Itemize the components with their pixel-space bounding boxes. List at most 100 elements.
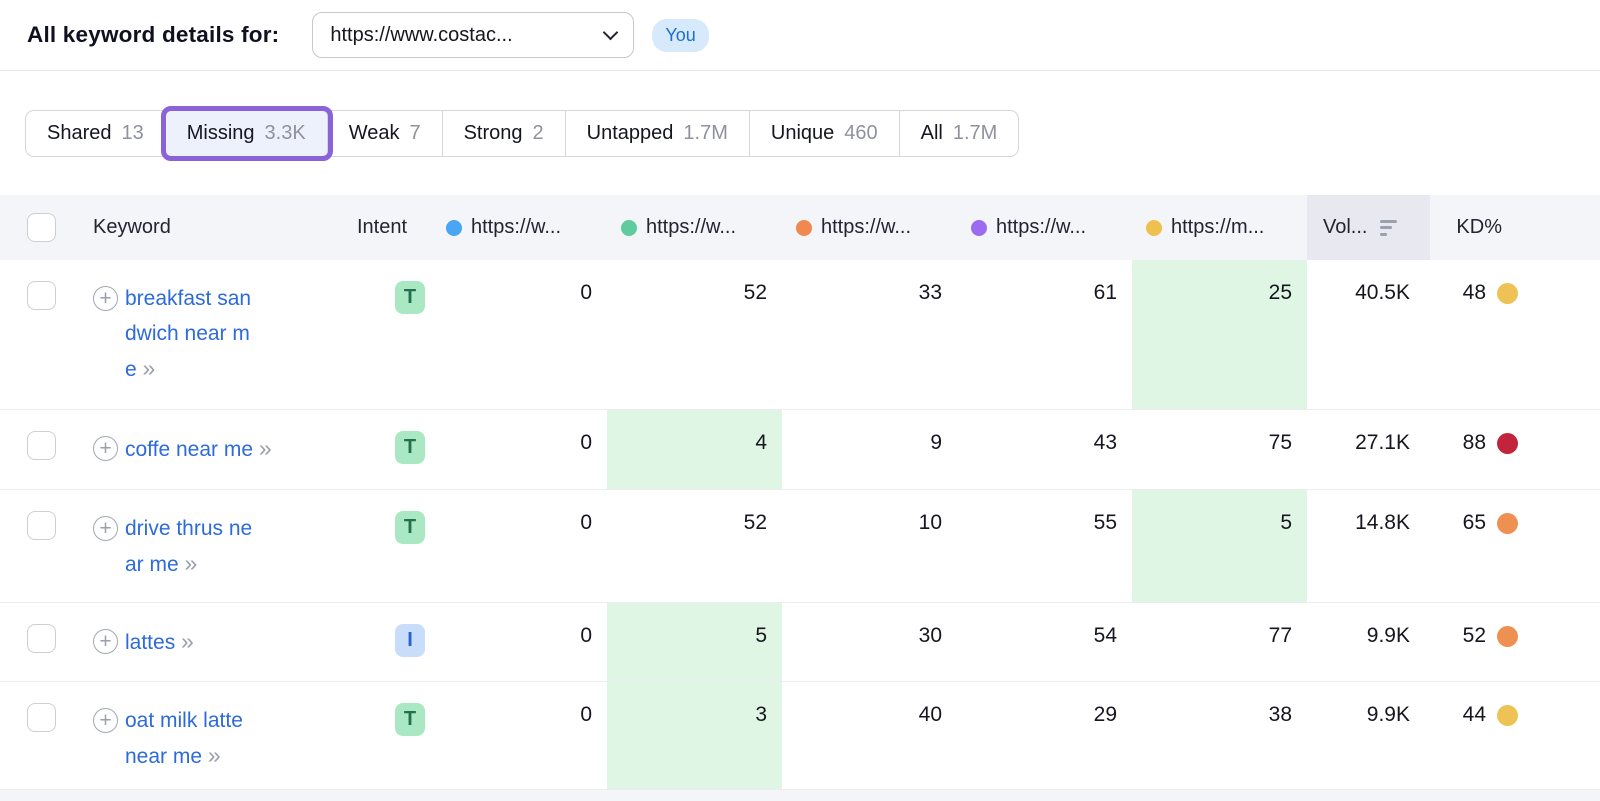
intent-badge: T: [395, 281, 425, 314]
bottom-strip: [0, 790, 1600, 801]
volume-value: 27.1K: [1355, 431, 1410, 454]
tab-shared[interactable]: Shared 13: [26, 111, 166, 156]
tab-count: 3.3K: [264, 122, 306, 144]
column-header-site-5[interactable]: https://m...: [1132, 195, 1307, 260]
intent-badge: T: [395, 511, 425, 544]
header-bar: All keyword details for: https://www.cos…: [0, 0, 1600, 71]
site-position-value: 55: [1093, 511, 1117, 534]
site-dot-icon: [621, 219, 637, 236]
add-keyword-icon[interactable]: +: [93, 708, 118, 733]
keyword-link[interactable]: lattes: [125, 631, 176, 654]
site-position-value: 38: [1268, 703, 1292, 726]
kd-value: 52: [1462, 624, 1486, 647]
tab-count: 460: [844, 122, 878, 144]
open-serp-icon[interactable]: »: [258, 435, 272, 461]
kd-difficulty-dot: [1497, 433, 1518, 454]
volume-value: 9.9K: [1366, 624, 1410, 647]
site-label: https://m...: [1171, 216, 1265, 238]
column-header-site-4[interactable]: https://w...: [957, 195, 1132, 260]
tab-label: Missing: [186, 122, 255, 144]
row-checkbox[interactable]: [27, 511, 56, 540]
domain-selector-value: https://www.costac...: [330, 23, 513, 46]
row-checkbox[interactable]: [27, 281, 56, 310]
tab-label: Unique: [770, 122, 835, 144]
intent-badge: T: [395, 431, 425, 464]
site-position-value: 40: [918, 703, 942, 726]
site-position-value: 61: [1093, 281, 1117, 304]
site-position-value: 75: [1268, 431, 1292, 454]
tab-missing[interactable]: Missing 3.3K: [160, 106, 333, 161]
site-position-value: 4: [607, 410, 782, 489]
site-position-value: 77: [1268, 624, 1292, 647]
site-position-value: 43: [1093, 431, 1117, 454]
tab-weak[interactable]: Weak 7: [328, 111, 443, 156]
kd-difficulty-dot: [1497, 705, 1518, 726]
table-row: + coffe near me » T 0 4 9 43 75 27.1K 88: [0, 410, 1600, 490]
add-keyword-icon[interactable]: +: [93, 629, 118, 654]
site-position-value: 9: [930, 431, 942, 454]
row-checkbox[interactable]: [27, 431, 56, 460]
site-position-value: 30: [918, 624, 942, 647]
site-position-value: 5: [607, 603, 782, 681]
site-label: https://w...: [646, 216, 737, 238]
site-position-value: 33: [918, 281, 942, 304]
keyword-link[interactable]: oat milk latte near me: [125, 709, 243, 768]
keyword-filter-tabs: Shared 13 Missing 3.3K Weak 7 Strong 2 U…: [25, 106, 1020, 161]
intent-badge: T: [395, 703, 425, 736]
table-row: + drive thrus near me » T 0 52 10 55 5 1…: [0, 490, 1600, 603]
site-position-value: 25: [1132, 260, 1307, 409]
tab-count: 2: [532, 122, 544, 144]
column-header-intent[interactable]: Intent: [357, 216, 408, 238]
site-position-value: 3: [607, 682, 782, 789]
site-position-value: 10: [918, 511, 942, 534]
open-serp-icon[interactable]: »: [207, 742, 221, 768]
site-position-value: 0: [580, 281, 592, 304]
page-title: All keyword details for:: [27, 22, 280, 47]
site-position-value: 0: [580, 703, 592, 726]
kd-difficulty-dot: [1497, 513, 1518, 534]
volume-value: 40.5K: [1355, 281, 1410, 304]
tab-untapped[interactable]: Untapped 1.7M: [566, 111, 750, 156]
add-keyword-icon[interactable]: +: [93, 516, 118, 541]
column-header-site-2[interactable]: https://w...: [607, 195, 782, 260]
open-serp-icon[interactable]: »: [142, 355, 156, 381]
kd-value: 88: [1462, 431, 1486, 454]
site-dot-icon: [971, 219, 987, 236]
site-position-value: 29: [1093, 703, 1117, 726]
column-header-keyword[interactable]: Keyword: [93, 216, 171, 238]
domain-selector-dropdown[interactable]: https://www.costac...: [312, 12, 635, 58]
volume-value: 9.9K: [1366, 703, 1410, 726]
volume-value: 14.8K: [1355, 511, 1410, 534]
keyword-link[interactable]: coffe near me: [125, 438, 254, 461]
volume-label: Vol...: [1323, 216, 1368, 238]
column-header-site-1[interactable]: https://w...: [432, 195, 607, 260]
select-all-checkbox[interactable]: [27, 213, 56, 242]
add-keyword-icon[interactable]: +: [93, 436, 118, 461]
add-keyword-icon[interactable]: +: [93, 286, 118, 311]
kd-value: 44: [1462, 703, 1486, 726]
open-serp-icon[interactable]: »: [184, 550, 198, 576]
kd-value: 48: [1462, 281, 1486, 304]
keyword-link[interactable]: drive thrus near me: [125, 517, 253, 576]
site-position-value: 0: [580, 511, 592, 534]
site-position-value: 0: [580, 431, 592, 454]
table-row: + lattes » I 0 5 30 54 77 9.9K 52: [0, 603, 1600, 682]
tab-all[interactable]: All 1.7M: [900, 111, 1019, 156]
tab-unique[interactable]: Unique 460: [750, 111, 900, 156]
tab-label: Untapped: [586, 122, 674, 144]
column-header-site-3[interactable]: https://w...: [782, 195, 957, 260]
row-checkbox[interactable]: [27, 703, 56, 732]
tab-strong[interactable]: Strong 2: [443, 111, 566, 156]
site-dot-icon: [446, 219, 462, 236]
keyword-table: Keyword Intent https://w... https://w...…: [0, 195, 1600, 790]
kd-difficulty-dot: [1497, 626, 1518, 647]
intent-badge: I: [395, 624, 425, 657]
row-checkbox[interactable]: [27, 624, 56, 653]
column-header-kd[interactable]: KD%: [1456, 216, 1502, 238]
column-header-volume[interactable]: Vol...: [1307, 195, 1430, 260]
kd-difficulty-dot: [1497, 283, 1518, 304]
site-position-value: 52: [743, 281, 767, 304]
open-serp-icon[interactable]: »: [181, 628, 194, 654]
table-row: + oat milk latte near me » T 0 3 40 29 3…: [0, 682, 1600, 790]
keyword-link[interactable]: breakfast sandwich near me: [125, 287, 252, 381]
